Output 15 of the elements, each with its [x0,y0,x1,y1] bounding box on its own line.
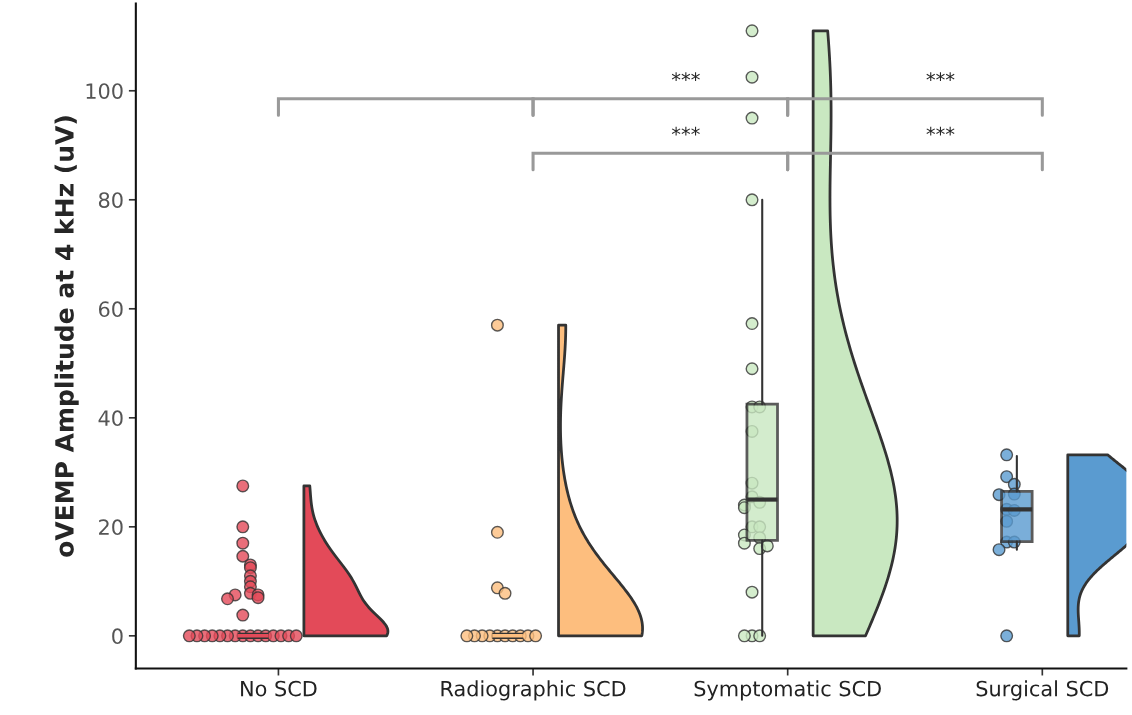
y-tick-label: 80 [98,192,123,208]
x-tick-label: No SCD [241,680,317,697]
annotation: *** [671,72,700,82]
annotation: *** [671,126,700,136]
x-tick-label: Radiographic SCD [441,680,626,701]
y-tick-label: 100 [86,83,123,99]
y-tick-label: 60 [98,301,123,318]
annotation: *** [926,72,955,82]
y-tick-label: 40 [98,410,123,427]
y-tick-label: 20 [99,519,123,536]
annotation: *** [926,126,955,136]
y-axis-title: oVEMP Amplitude at 4 kHz (uV) [54,116,79,557]
y-tick-label: 0 [112,628,123,645]
x-tick-label: Symptomatic SCD [694,680,881,701]
x-tick-label: Surgical SCD [976,680,1109,701]
